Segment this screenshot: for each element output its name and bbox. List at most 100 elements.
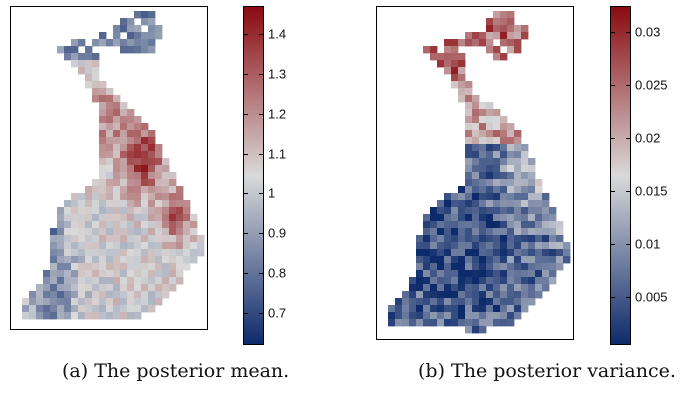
- map-cell: [472, 186, 480, 194]
- map-cell: [493, 291, 501, 299]
- map-cell: [120, 102, 128, 110]
- colorbar-tick-label: 1: [268, 185, 276, 201]
- map-cell: [542, 214, 550, 222]
- map-cell: [514, 242, 522, 250]
- map-cell: [444, 249, 452, 257]
- map-cell: [472, 172, 480, 180]
- map-cell: [528, 200, 536, 208]
- map-cell: [465, 165, 473, 173]
- map-cell: [542, 242, 550, 250]
- map-cell: [493, 319, 501, 327]
- colorbar-tick: [626, 32, 631, 34]
- map-cell: [437, 256, 445, 264]
- map-cell: [64, 200, 72, 208]
- map-cell: [99, 186, 107, 194]
- map-cell: [85, 270, 93, 278]
- map-cell: [162, 158, 170, 166]
- map-cell: [437, 228, 445, 236]
- map-cell: [500, 228, 508, 236]
- map-cell: [190, 256, 198, 264]
- map-cell: [507, 144, 515, 152]
- map-cell: [155, 284, 163, 292]
- map-cell: [458, 291, 466, 299]
- map-cell: [416, 298, 424, 306]
- map-cell: [486, 186, 494, 194]
- map-cell: [92, 263, 100, 271]
- map-cell: [409, 284, 417, 292]
- map-cell: [120, 263, 128, 271]
- map-cell: [514, 277, 522, 285]
- map-cell: [437, 249, 445, 257]
- map-cell: [106, 88, 114, 96]
- map-cell: [78, 305, 86, 313]
- map-cell: [486, 102, 494, 110]
- map-cell: [85, 305, 93, 313]
- map-cell: [507, 249, 515, 257]
- map-cell: [430, 214, 438, 222]
- map-cell: [430, 305, 438, 313]
- map-cell: [43, 305, 51, 313]
- map-cell: [120, 270, 128, 278]
- map-cell: [127, 291, 135, 299]
- map-cell: [507, 11, 515, 19]
- map-cell: [451, 221, 459, 229]
- map-cell: [472, 165, 480, 173]
- map-cell: [416, 312, 424, 320]
- map-cell: [458, 200, 466, 208]
- map-cell: [507, 200, 515, 208]
- map-cell: [64, 249, 72, 257]
- map-cell: [134, 207, 142, 215]
- map-cell: [500, 200, 508, 208]
- map-cell: [507, 270, 515, 278]
- map-cell: [148, 305, 156, 313]
- map-cell: [57, 46, 65, 54]
- map-cell: [99, 207, 107, 215]
- map-cell: [148, 228, 156, 236]
- map-cell: [127, 249, 135, 257]
- map-cell: [444, 277, 452, 285]
- map-cell: [479, 193, 487, 201]
- map-cell: [514, 249, 522, 257]
- map-cell: [437, 60, 445, 68]
- map-cell: [479, 270, 487, 278]
- map-cell: [120, 25, 128, 33]
- map-cell: [507, 39, 515, 47]
- map-cell: [155, 235, 163, 243]
- map-cell: [423, 298, 431, 306]
- map-cell: [134, 172, 142, 180]
- map-cell: [444, 284, 452, 292]
- map-cell: [64, 228, 72, 236]
- map-cell: [514, 200, 522, 208]
- map-cell: [99, 130, 107, 138]
- map-cell: [451, 200, 459, 208]
- map-cell: [486, 39, 494, 47]
- map-cell: [451, 214, 459, 222]
- map-cell: [486, 158, 494, 166]
- map-cell: [120, 228, 128, 236]
- colorbar-tick: [259, 113, 264, 115]
- map-cell: [113, 305, 121, 313]
- map-cell: [169, 214, 177, 222]
- map-cell: [458, 95, 466, 103]
- map-cell: [430, 291, 438, 299]
- map-cell: [106, 291, 114, 299]
- map-cell: [190, 214, 198, 222]
- map-cell: [78, 214, 86, 222]
- map-cell: [535, 235, 543, 243]
- map-cell: [78, 263, 86, 271]
- map-cell: [141, 158, 149, 166]
- map-cell: [64, 305, 72, 313]
- map-cell: [486, 109, 494, 117]
- map-cell: [99, 88, 107, 96]
- map-cell: [71, 284, 79, 292]
- map-cell: [423, 319, 431, 327]
- map-cell: [176, 277, 184, 285]
- map-cell: [64, 312, 72, 320]
- map-cell: [451, 298, 459, 306]
- map-cell: [78, 60, 86, 68]
- map-cell: [155, 165, 163, 173]
- map-cell: [155, 242, 163, 250]
- map-cell: [127, 284, 135, 292]
- map-cell: [458, 39, 466, 47]
- map-cell: [479, 326, 487, 334]
